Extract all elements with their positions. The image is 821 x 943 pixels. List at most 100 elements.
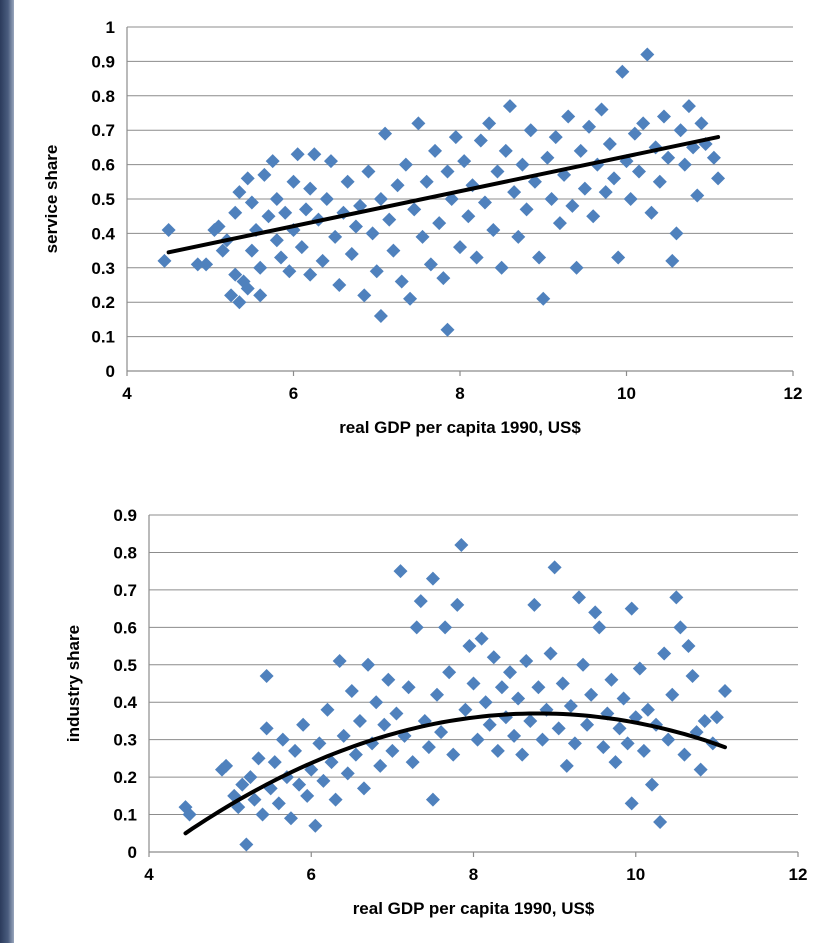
chart0-data-point <box>461 209 476 224</box>
chart0-data-point <box>690 188 705 203</box>
chart0-data-point <box>224 288 239 303</box>
chart0-data-point <box>473 133 488 148</box>
chart1-data-point <box>219 758 234 773</box>
chart0-data-point <box>407 202 422 217</box>
chart1-y-tick-label: 0.5 <box>113 656 137 675</box>
chart0-data-point <box>357 288 372 303</box>
chart0-data-point <box>269 192 284 206</box>
chart1-data-point <box>336 728 351 743</box>
chart0-data-point <box>215 243 230 258</box>
chart1-data-point <box>515 747 530 762</box>
chart1-data-point <box>681 639 696 654</box>
chart0-data-point <box>577 181 592 196</box>
chart1-data-point <box>421 740 436 755</box>
chart1-data-point <box>507 728 522 743</box>
chart1-data-point <box>632 661 647 676</box>
chart1-data-point <box>644 777 659 792</box>
chart0-data-point <box>502 99 517 114</box>
chart0-data-point <box>286 174 301 189</box>
chart0-data-point <box>348 219 363 234</box>
chart1-data-point <box>259 669 274 684</box>
chart1-data-point <box>300 788 315 803</box>
chart0-data-point <box>681 99 696 114</box>
chart1-data-point <box>717 683 732 698</box>
chart1-y-tick-label: 0.3 <box>113 731 137 750</box>
chart1-data-point <box>612 721 627 736</box>
chart1-data-point <box>539 702 554 717</box>
chart1-data-point <box>490 743 505 758</box>
chart0-data-point <box>353 198 368 213</box>
chart0-data-point <box>631 164 646 179</box>
chart0-data-point <box>323 154 338 169</box>
chart0-data-point <box>369 264 384 279</box>
chart1-data-point <box>653 815 668 830</box>
chart1-data-point <box>450 597 465 612</box>
chart1-data-point <box>344 683 359 698</box>
chart1-data-point <box>523 713 538 728</box>
chart1-data-point <box>511 691 526 706</box>
chart0-data-point <box>627 126 642 141</box>
chart1-data-point <box>413 594 428 609</box>
chart1-data-point <box>531 680 546 695</box>
chart1-data-point <box>616 691 631 706</box>
chart0-data-point <box>527 174 542 189</box>
chart1-data-point <box>296 717 311 732</box>
chart1-data-point <box>271 796 286 811</box>
chart1-data-point <box>559 758 574 773</box>
chart0-data-point <box>382 212 397 227</box>
chart1-data-point <box>576 657 591 672</box>
chart0-y-tick-label: 0.8 <box>91 87 115 106</box>
chart0-data-point <box>228 267 243 282</box>
chart0-data-point <box>519 202 534 217</box>
chart0-y-tick-label: 0.1 <box>91 328 115 347</box>
chart0-y-tick-label: 1 <box>106 18 115 37</box>
chart0-data-point <box>540 150 555 165</box>
chart1-data-point <box>474 631 489 646</box>
chart0-data-point <box>673 123 688 138</box>
chart0-data-point <box>440 164 455 179</box>
chart1-data-point <box>288 743 303 758</box>
chart1-data-point <box>571 590 586 605</box>
chart0-y-tick-label: 0.6 <box>91 156 115 175</box>
chart0-data-point <box>228 205 243 220</box>
chart1-data-point <box>604 672 619 687</box>
chart0-data-point <box>415 229 430 244</box>
chart1-data-point <box>401 680 416 695</box>
chart0-data-point <box>706 150 721 165</box>
chart0-data-point <box>411 116 426 131</box>
chart0-data-point <box>253 288 268 303</box>
chart0-data-point <box>328 229 343 244</box>
chart0-data-point <box>453 240 467 255</box>
chart0-data-point <box>486 222 501 237</box>
chart1-data-point <box>580 717 595 732</box>
chart1-x-tick-label: 6 <box>307 865 316 884</box>
chart1-y-tick-label: 0.6 <box>113 618 137 637</box>
chart0-data-point <box>636 116 651 131</box>
chart0-data-point <box>640 47 655 62</box>
chart0-y-tick-label: 0 <box>106 362 115 381</box>
chart1-data-point <box>640 702 655 717</box>
chart1-data-point <box>709 710 724 725</box>
chart0-data-point <box>303 267 318 282</box>
chart1-data-point <box>649 717 664 732</box>
chart0-y-tick-label: 0.5 <box>91 190 115 209</box>
chart1-data-point <box>215 762 230 777</box>
chart0-data-point <box>677 157 692 172</box>
chart0-data-point <box>602 136 617 151</box>
chart0-data-point <box>536 291 551 306</box>
chart0-data-point <box>569 260 584 275</box>
chart0-data-point <box>656 109 671 124</box>
chart0-data-point <box>469 250 484 265</box>
chart1-data-point <box>356 781 371 796</box>
chart1-data-point <box>665 687 680 702</box>
chart0-data-point <box>253 260 268 275</box>
chart1-data-point <box>405 755 420 770</box>
chart1-data-point <box>600 706 615 721</box>
chart0-data-point <box>303 181 318 196</box>
chart0-data-point <box>669 226 684 241</box>
chart0-data-point <box>494 260 509 275</box>
chart0-data-point <box>265 154 280 169</box>
industry-share-chart: 0 0.1 0.2 0.3 0.4 0.5 0.6 0.7 0.8 0.9 4 6 8 10 12 real … <box>64 506 807 918</box>
chart1-data-point <box>685 669 700 684</box>
chart0-data-point <box>394 274 409 289</box>
